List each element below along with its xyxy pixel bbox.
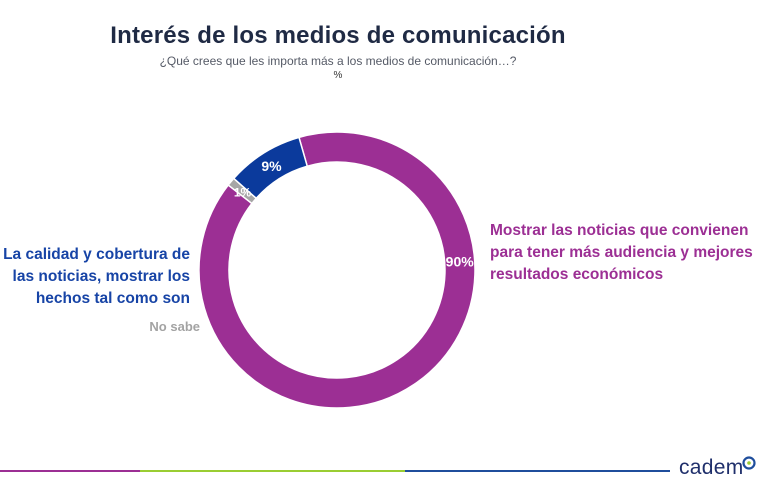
chart-subtitle: ¿Qué crees que les importa más a los med… [159, 54, 517, 68]
logo-ring-icon [742, 456, 756, 470]
value-label-1: 1% [234, 185, 252, 199]
footer-line-purple [0, 470, 140, 472]
legend-label-no-sabe: No sabe [149, 319, 200, 334]
legend-label-medios-audiencia: Mostrar las noticias que convienen para … [490, 222, 753, 283]
slice-medios-audiencia [198, 131, 476, 409]
chart-title: Interés de los medios de comunicación [110, 22, 566, 49]
chart-unit: % [333, 70, 343, 81]
value-label-9: 9% [261, 158, 282, 174]
cadem-logo: cadem [679, 456, 744, 479]
footer-line-blue [405, 470, 670, 472]
legend-label-calidad-noticias: La calidad y cobertura de las noticias, … [3, 246, 190, 307]
slice-calidad-noticias [232, 136, 309, 200]
footer-line-green [140, 470, 405, 472]
value-label-90: 90% [446, 253, 475, 269]
